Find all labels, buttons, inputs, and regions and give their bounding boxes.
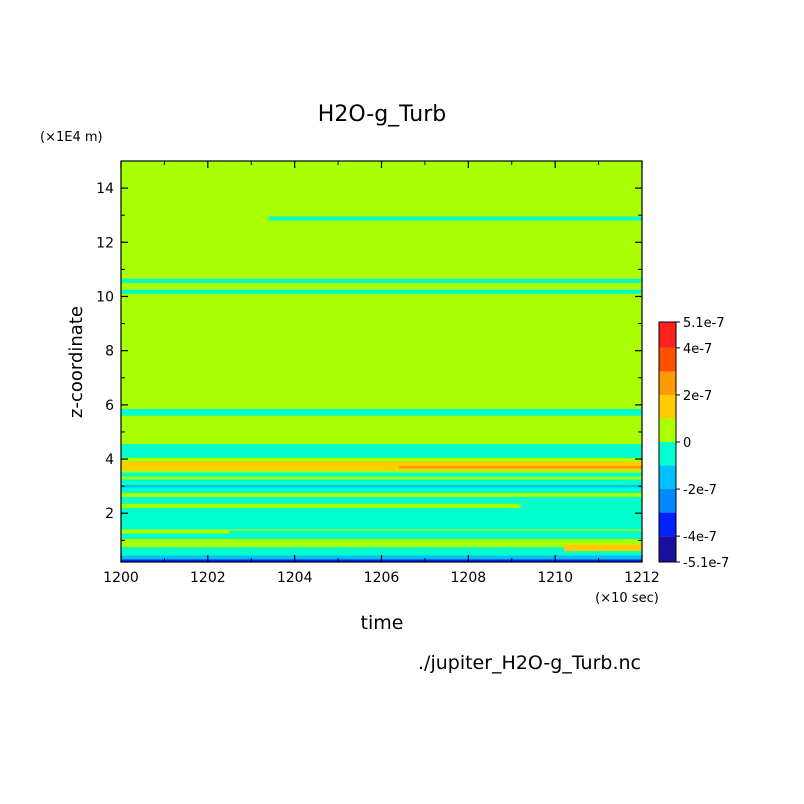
contour-band-22 [268,216,642,221]
colorbar-segment-0 [659,536,676,562]
y-tick-label-6: 14 [96,181,114,197]
x-tick-label-5: 1210 [537,570,573,586]
y-axis-label: z-coordinate [66,306,87,418]
colorbar-segment-2 [659,489,676,513]
contour-band-19 [121,408,642,416]
colorbar-label-0: 5.1e-7 [683,316,725,331]
colorbar-segment-3 [659,465,676,490]
contour-band-6 [121,507,642,530]
y-tick-label-4: 10 [96,289,114,305]
colorbar-label-5: -4e-7 [683,530,717,545]
colorbar-segment-5 [659,418,676,442]
plot-area [121,161,642,562]
colorbar-segment-4 [659,442,676,466]
x-tick-label-4: 1208 [451,570,487,586]
contour-band-17 [121,457,642,462]
contour-patch-2 [229,530,642,537]
chart-title: H2O-g_Turb [318,102,446,127]
contour-band-2 [121,547,642,556]
contour-patch-1 [563,544,642,552]
contour-patch-4 [520,503,642,508]
x-axis-unit: (×10 sec) [595,591,659,606]
x-tick-label-3: 1206 [364,570,400,586]
contour-band-11 [121,484,642,488]
y-tick-label-2: 6 [105,398,114,414]
contour-band-9 [121,492,642,497]
x-tick-label-0: 1200 [103,570,139,586]
contour-band-20 [121,289,642,294]
x-axis-label: time [361,612,404,634]
contour-band-14 [121,472,642,477]
contour-patch-0 [121,538,642,545]
source-file-label: ./jupiter_H2O-g_Turb.nc [418,652,641,674]
y-axis-ticks: 2 4 6 8 10 12 14 [96,160,642,541]
y-tick-label-1: 4 [105,452,114,468]
contour-band-12 [121,479,642,485]
colorbar-label-1: 4e-7 [683,342,712,357]
x-tick-label-2: 1204 [277,570,313,586]
contour-band-16 [121,461,642,470]
contour-band-10 [121,487,642,493]
colorbar-segment-9 [659,322,676,348]
x-tick-label-6: 1212 [624,570,660,586]
contour-band-7 [121,503,642,508]
colorbar-label-6: -5.1e-7 [683,556,729,571]
colorbar-label-2: 2e-7 [683,389,712,404]
y-axis-unit: (×1E4 m) [40,130,103,145]
contour-patch-3 [398,465,642,469]
colorbar-segment-7 [659,371,676,395]
contour-band-13 [121,476,642,480]
contour-band-18 [121,444,642,458]
x-tick-label-1: 1202 [190,570,226,586]
colorbar: 5.1e-7 4e-7 2e-7 0 -2e-7 -4e-7 -5.1e-7 [658,316,729,571]
y-tick-label-0: 2 [105,506,114,522]
plot-frame [120,160,643,563]
x-axis-ticks: 1200 1202 1204 1206 1208 1210 1212 [103,161,660,586]
colorbar-segment-6 [659,394,676,419]
contour-band-8 [121,496,642,504]
colorbar-label-3: 0 [683,436,691,451]
colorbar-label-4: -2e-7 [683,483,717,498]
colorbar-segment-8 [659,347,676,372]
contour-band-15 [121,469,642,473]
y-tick-label-3: 8 [105,344,114,360]
colorbar-segment-1 [659,512,676,537]
contour-band-21 [121,278,642,283]
y-tick-label-5: 12 [96,235,114,251]
